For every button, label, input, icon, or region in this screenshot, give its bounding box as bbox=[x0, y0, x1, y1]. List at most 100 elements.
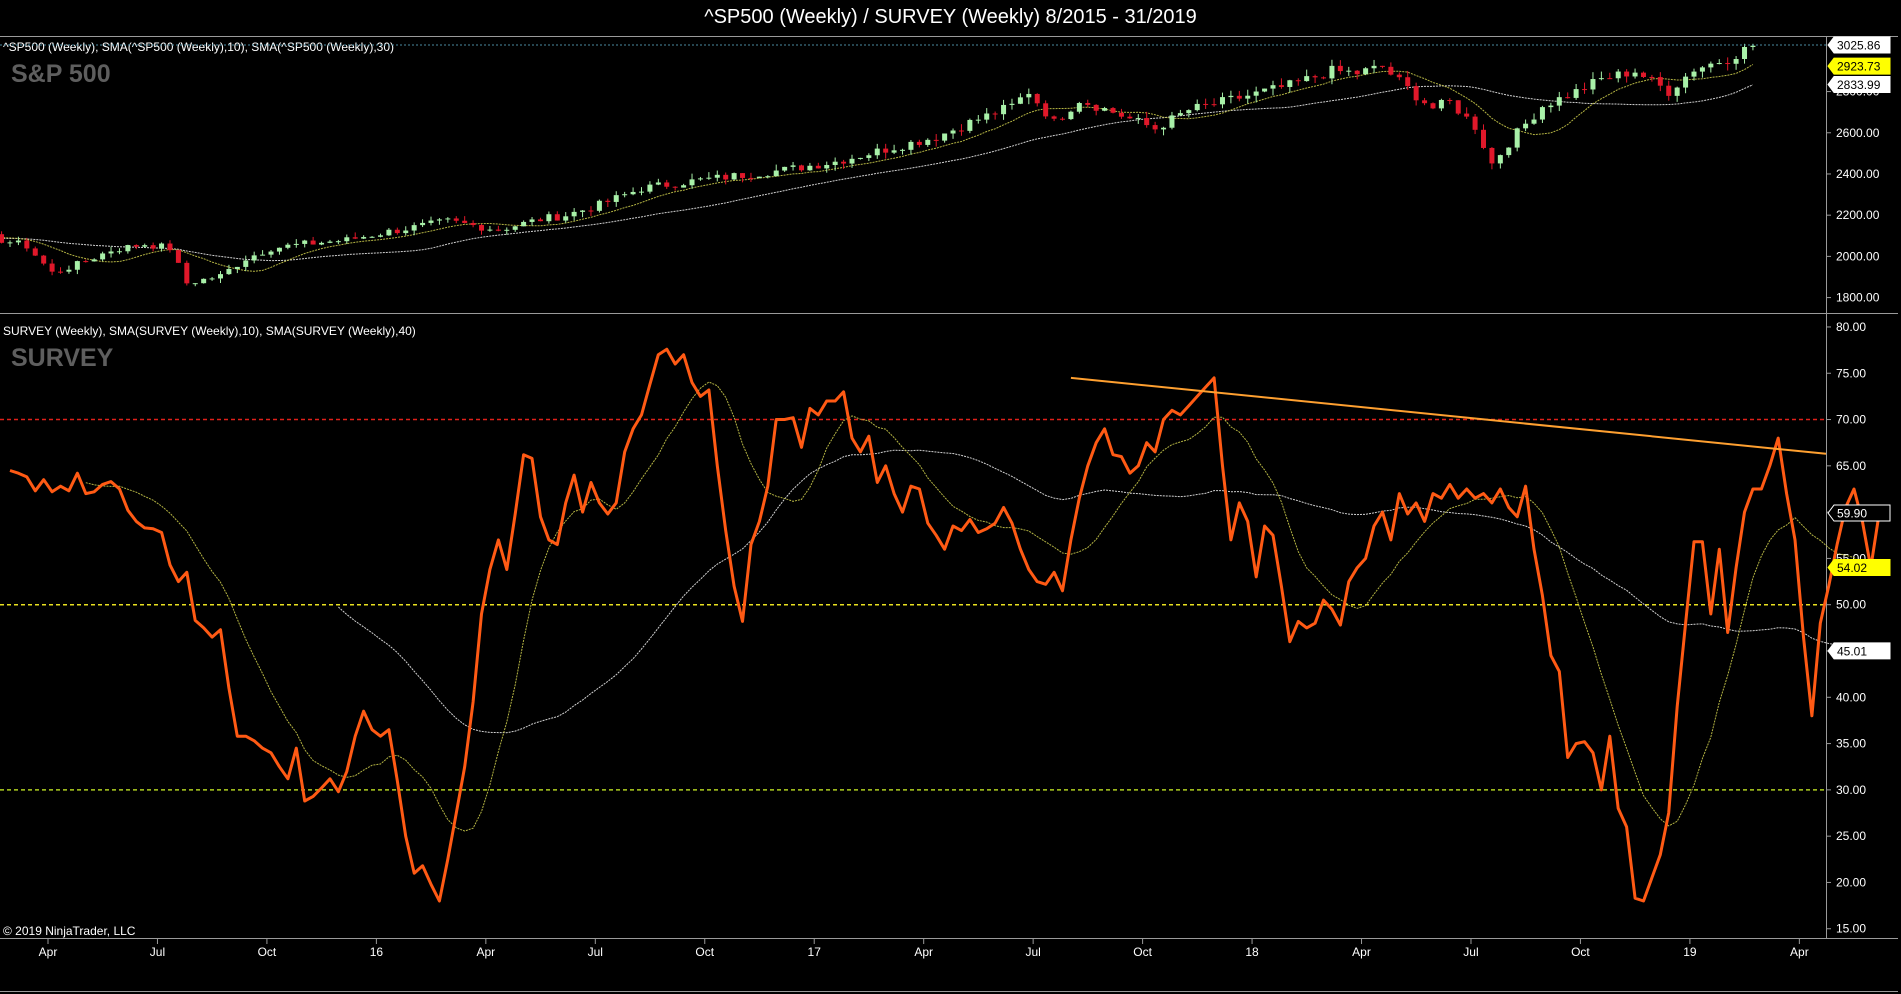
sp500-candle bbox=[1539, 107, 1545, 120]
sp500-candle bbox=[1278, 85, 1284, 87]
sp500-candle bbox=[1219, 97, 1225, 105]
survey-y-tick-label: 30.00 bbox=[1836, 783, 1866, 797]
x-axis-tick-label: 19 bbox=[1683, 945, 1697, 959]
x-axis: Apr Jul Oct 16 Apr Jul Oct 17 Apr Jul Oct 18 Apr Jul O… bbox=[39, 939, 1809, 959]
survey-price-tag-sma10: 54.02 bbox=[1827, 558, 1891, 576]
sp500-candle bbox=[142, 245, 148, 247]
survey-price-tag-box bbox=[1827, 558, 1891, 576]
sp500-candle bbox=[1733, 58, 1739, 64]
sp500-candle bbox=[150, 245, 156, 249]
sp500-candle bbox=[479, 225, 485, 231]
sp500-candle bbox=[1548, 105, 1554, 108]
sp500-candle bbox=[1270, 85, 1276, 89]
survey-price-tag-label: 45.01 bbox=[1837, 644, 1867, 658]
sp500-candle bbox=[1388, 66, 1394, 75]
sp500-candle bbox=[1236, 95, 1242, 99]
sp500-candle bbox=[1725, 63, 1731, 65]
sp500-candle bbox=[958, 130, 964, 132]
sp500-candle bbox=[967, 119, 973, 131]
sp500-candle bbox=[226, 269, 232, 275]
sp500-candle bbox=[1060, 118, 1065, 120]
sp500-candle bbox=[1699, 67, 1705, 72]
sp500-candle bbox=[1506, 147, 1512, 156]
sp500-price-tag-label: 2833.99 bbox=[1837, 78, 1881, 92]
sp500-candle bbox=[394, 229, 400, 234]
chart-title: ^SP500 (Weekly) / SURVEY (Weekly) 8/2015… bbox=[704, 6, 1197, 28]
sp500-candle bbox=[504, 229, 510, 231]
sp500-candle bbox=[1624, 71, 1630, 77]
survey-trendline bbox=[1070, 376, 1827, 455]
sp500-candle bbox=[639, 191, 644, 193]
sp500-candle bbox=[916, 141, 922, 145]
sp500-candle bbox=[1144, 118, 1150, 126]
sp500-candle bbox=[327, 241, 333, 243]
sp500-candle bbox=[1110, 108, 1116, 113]
sp500-candle bbox=[706, 177, 712, 179]
x-axis-tick-label: Apr bbox=[39, 945, 58, 959]
sp500-y-tick-label: 2400.00 bbox=[1836, 167, 1880, 181]
sp500-candle bbox=[1245, 95, 1251, 99]
sp500-candle bbox=[7, 242, 13, 244]
sp500-candle bbox=[420, 222, 426, 226]
sp500-candle bbox=[1489, 147, 1495, 164]
sp500-candle bbox=[74, 261, 80, 270]
sp500-candle bbox=[1228, 95, 1234, 98]
sp500-candle bbox=[605, 200, 611, 202]
sp500-candle bbox=[108, 251, 114, 254]
sp500-candle bbox=[681, 185, 687, 188]
sp500-candle bbox=[723, 174, 729, 180]
sp500-candle bbox=[563, 216, 569, 221]
sp500-candle bbox=[234, 266, 240, 270]
sp500-candle bbox=[285, 244, 291, 248]
sp500-candle bbox=[537, 219, 543, 222]
sp500-candle bbox=[765, 176, 771, 178]
sp500-y-tick-label: 2200.00 bbox=[1836, 208, 1880, 222]
sp500-candle bbox=[1093, 104, 1099, 111]
sp500-candle bbox=[192, 283, 198, 285]
sp500-candle bbox=[849, 158, 855, 164]
sp500-candle bbox=[470, 222, 476, 226]
sp500-candle bbox=[1447, 99, 1453, 101]
sp500-price-tag-label: 3025.86 bbox=[1837, 39, 1881, 53]
sp500-candle bbox=[0, 234, 5, 243]
sp500-candle bbox=[1405, 77, 1411, 87]
sp500-panel-header: ^SP500 (Weekly), SMA(^SP500 (Weekly),10)… bbox=[3, 40, 394, 54]
sp500-candle bbox=[167, 243, 173, 251]
sp500-candle bbox=[125, 245, 131, 252]
sp500-candle bbox=[866, 155, 872, 158]
survey-panel: SURVEY (Weekly), SMA(SURVEY (Weekly),10)… bbox=[0, 320, 1891, 938]
sp500-y-tick-label: 2000.00 bbox=[1836, 249, 1880, 263]
x-axis-tick-label: Oct bbox=[258, 945, 277, 959]
survey-y-tick-label: 15.00 bbox=[1836, 922, 1866, 936]
sp500-candle bbox=[403, 230, 409, 234]
sp500-candle bbox=[714, 174, 720, 178]
survey-price-tag-box bbox=[1827, 642, 1891, 660]
sp500-candle bbox=[622, 194, 628, 196]
sp500-candle bbox=[1329, 65, 1335, 79]
sp500-candle bbox=[1691, 71, 1697, 77]
sp500-candle bbox=[1127, 116, 1133, 119]
x-axis-tick-label: 17 bbox=[808, 945, 822, 959]
sp500-candle bbox=[773, 170, 779, 177]
sp500-candle bbox=[1304, 76, 1310, 82]
sp500-candle bbox=[436, 219, 442, 221]
sp500-candle bbox=[554, 214, 560, 221]
sp500-candle bbox=[386, 229, 392, 236]
survey-y-tick-label: 70.00 bbox=[1836, 413, 1866, 427]
survey-price-tag-box bbox=[1827, 504, 1891, 522]
sp500-candle bbox=[344, 237, 350, 242]
sp500-candle bbox=[1750, 45, 1756, 47]
sp500-candle bbox=[1371, 65, 1377, 69]
sp500-candle bbox=[1514, 128, 1520, 148]
sp500-candle bbox=[201, 278, 207, 284]
sp500-candle bbox=[58, 271, 64, 273]
x-axis-tick-label: Apr bbox=[1352, 945, 1371, 959]
sp500-candle bbox=[1085, 103, 1091, 105]
sp500-candle bbox=[1438, 99, 1444, 109]
sp500-candle bbox=[613, 195, 619, 202]
sp500-candle bbox=[1674, 87, 1680, 96]
sp500-candle bbox=[1102, 108, 1108, 111]
sp500-candle bbox=[100, 253, 106, 260]
copyright-text: © 2019 NinjaTrader, LLC bbox=[3, 924, 136, 938]
